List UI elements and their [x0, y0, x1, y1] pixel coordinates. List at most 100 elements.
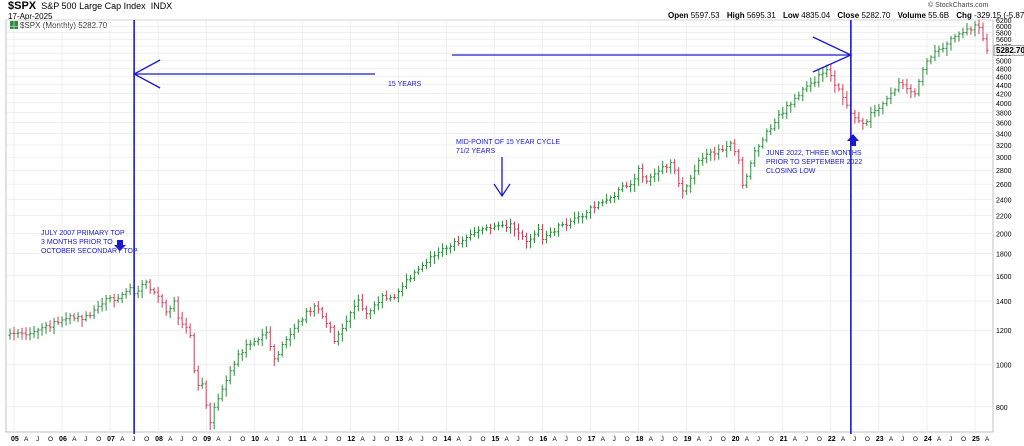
ohlc-summary: Open 5597.53 High 5695.31 Low 4835.04 Cl…: [668, 11, 1024, 20]
chart-date: 17-Apr-2025: [8, 12, 53, 21]
up-block-arrow-icon: [847, 134, 859, 146]
x-tick-year: 08: [155, 436, 163, 443]
x-tick-year: 18: [636, 436, 644, 443]
x-tick-month: O: [721, 436, 726, 443]
y-tick-label: 2800: [996, 168, 1012, 175]
x-tick-month: J: [276, 436, 279, 443]
x-tick-month: J: [949, 436, 952, 443]
x-tick-year: 09: [203, 436, 211, 443]
x-tick-month: O: [913, 436, 918, 443]
y-tick-label: 1000: [996, 363, 1012, 370]
y-tick-label: 4400: [996, 83, 1012, 90]
x-tick-month: O: [817, 436, 822, 443]
y-tick-label: 5000: [996, 59, 1012, 66]
y-tick-label: 6200: [996, 18, 1012, 25]
fifteen-year-arrowhead-right: [812, 36, 853, 73]
close-value: 5282.70: [861, 11, 891, 20]
x-tick-month: O: [384, 436, 389, 443]
high-value: 5695.31: [746, 11, 776, 20]
chart-title: $SPX S&P 500 Large Cap Index INDX: [8, 0, 172, 12]
x-tick-year: 21: [780, 436, 788, 443]
chg-label: Chg: [956, 11, 972, 20]
x-tick-month: A: [120, 436, 125, 443]
x-tick-month: O: [480, 436, 485, 443]
x-tick-year: 05: [11, 436, 19, 443]
x-tick-year: 06: [59, 436, 67, 443]
x-tick-month: J: [468, 436, 471, 443]
y-tick-label: 3600: [996, 121, 1012, 128]
legend-text: $SPX (Monthly) 5282.70: [20, 21, 108, 30]
annotation-midpoint-line: 71/2 YEARS: [456, 148, 496, 155]
low-value: 4835.04: [801, 11, 831, 20]
x-tick-month: A: [841, 436, 846, 443]
y-tick-label: 4600: [996, 74, 1012, 81]
x-tick-month: A: [312, 436, 317, 443]
y-tick-label: 3800: [996, 110, 1012, 117]
x-tick-year: 20: [732, 436, 740, 443]
x-tick-month: A: [745, 436, 750, 443]
x-tick-month: J: [420, 436, 423, 443]
y-tick-label: 1600: [996, 274, 1012, 281]
x-tick-year: 16: [540, 436, 548, 443]
annotation-midpoint-line: MID-POINT OF 15 YEAR CYCLE: [456, 139, 560, 146]
x-tick-month: A: [553, 436, 558, 443]
midpoint-arrowhead: [493, 183, 511, 198]
y-tick-label: 4000: [996, 101, 1012, 108]
annotation-july-2007-line: OCTOBER SECONDARY TOP: [41, 248, 138, 255]
y-tick-label: 1200: [996, 328, 1012, 335]
y-tick-label: 3400: [996, 131, 1012, 138]
credit-label: © StockCharts.com: [928, 2, 989, 9]
annotation-june-2022-line: JUNE 2022, THREE MONTHS: [766, 150, 862, 157]
x-tick-year: 19: [684, 436, 692, 443]
x-tick-month: O: [577, 436, 582, 443]
open-value: 5597.53: [690, 11, 720, 20]
x-tick-year: 10: [251, 436, 259, 443]
x-tick-month: A: [889, 436, 894, 443]
x-tick-month: J: [228, 436, 231, 443]
y-tick-label: 2200: [996, 214, 1012, 221]
x-tick-month: O: [865, 436, 870, 443]
x-tick-year: 24: [924, 436, 932, 443]
x-tick-year: 12: [347, 436, 355, 443]
x-tick-month: J: [661, 436, 664, 443]
x-tick-month: A: [216, 436, 221, 443]
down-block-arrow-icon: [114, 240, 126, 251]
x-tick-year: 15: [491, 436, 499, 443]
x-tick-month: O: [625, 436, 630, 443]
x-tick-year: 25: [972, 436, 980, 443]
x-tick-month: A: [264, 436, 269, 443]
x-tick-month: A: [601, 436, 606, 443]
x-tick-month: A: [649, 436, 654, 443]
x-tick-month: J: [132, 436, 135, 443]
volume-label: Volume: [897, 11, 926, 20]
description-label: S&P 500 Large Cap Index: [41, 1, 146, 11]
x-tick-month: A: [985, 436, 990, 443]
x-tick-month: A: [168, 436, 173, 443]
x-tick-month: J: [180, 436, 183, 443]
x-tick-month: J: [613, 436, 616, 443]
x-tick-year: 22: [828, 436, 836, 443]
chg-value: -329.15 (-5.87%): [974, 11, 1024, 20]
low-label: Low: [783, 11, 800, 20]
y-tick-label: 4800: [996, 66, 1012, 73]
x-tick-year: 23: [876, 436, 884, 443]
annotation-june-2022-line: PRIOR TO SEPTEMBER 2022: [766, 159, 862, 166]
x-tick-month: O: [336, 436, 341, 443]
x-tick-year: 11: [299, 436, 307, 443]
y-tick-label: 3000: [996, 155, 1012, 162]
x-tick-month: O: [288, 436, 293, 443]
x-tick-month: O: [96, 436, 101, 443]
x-tick-month: A: [408, 436, 413, 443]
x-tick-month: J: [324, 436, 327, 443]
x-tick-month: O: [961, 436, 966, 443]
x-tick-month: O: [48, 436, 53, 443]
last-price-label: 5282.70: [996, 46, 1024, 55]
y-tick-label: 2600: [996, 182, 1012, 189]
x-tick-month: O: [769, 436, 774, 443]
annotation-june-2022-line: CLOSING LOW: [766, 168, 816, 175]
fifteen-year-arrowhead-left: [132, 59, 161, 89]
y-tick-label: 6000: [996, 24, 1012, 31]
x-tick-month: J: [517, 436, 520, 443]
x-tick-month: O: [432, 436, 437, 443]
